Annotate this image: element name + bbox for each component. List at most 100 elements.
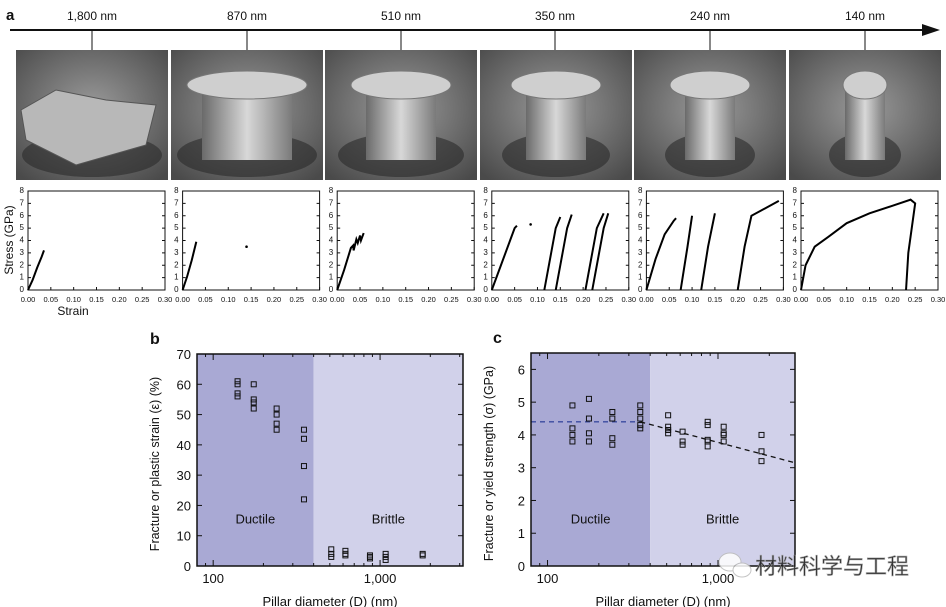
x-axis-label: Pillar diameter (D) (nm): [262, 594, 397, 607]
y-tick-label: 4: [518, 428, 525, 443]
y-tick-label: 7: [174, 198, 179, 207]
y-tick-label: 4: [793, 236, 798, 245]
data-point: [234, 378, 241, 385]
y-tick-label: 4: [638, 236, 643, 245]
plot-frame: [491, 190, 630, 291]
data-point: [328, 553, 335, 560]
x-tick-label: 0.10: [221, 295, 236, 304]
y-tick-label: 2: [483, 260, 488, 269]
pillar-body: [366, 90, 436, 160]
data-point: [250, 399, 257, 406]
stress-strain-curve: [584, 212, 605, 291]
x-tick-label: 0.05: [507, 295, 522, 304]
data-point: [720, 438, 727, 445]
diameter-label: 240 nm: [690, 9, 730, 23]
wechat-icon-bubble: [732, 562, 752, 578]
data-point: [234, 390, 241, 397]
stress-strain-plot-4: 0 1 2 3 4 5 6 7 8 0.00 0.05 0.10 0.15 0.20 0.25 0.30: [483, 186, 636, 304]
x-tick-label: 0.00: [794, 295, 809, 304]
data-point: [758, 448, 765, 455]
data-point: [665, 412, 672, 419]
stress-strain-plot-2: 0 1 2 3 4 5 6 7 8 0.00 0.05 0.10 0.15 0.20 0.25 0.30: [174, 186, 327, 304]
x-tick-label: 0.05: [353, 295, 368, 304]
y-tick-label: 5: [483, 223, 488, 232]
x-tick-label: 0.00: [330, 295, 345, 304]
x-tick-label: 1,000: [364, 571, 397, 586]
x-tick-label: 0.30: [776, 295, 791, 304]
y-tick-label: 4: [329, 236, 334, 245]
x-tick-label: 0.10: [685, 295, 700, 304]
data-point: [300, 496, 307, 503]
data-point: [342, 547, 349, 554]
plot-frame: [645, 190, 784, 291]
pillar-top: [510, 70, 602, 100]
stress-strain-curve: [543, 216, 562, 291]
x-tick-label: 0.20: [730, 295, 745, 304]
y-tick-label: 3: [793, 248, 798, 257]
y-axis-label: Fracture or plastic strain (ε) (%): [148, 377, 162, 551]
y-tick-label: 0: [793, 285, 798, 294]
y-tick-label: 8: [20, 186, 25, 195]
y-tick-label: 1: [483, 273, 488, 282]
x-tick-label: 0.20: [112, 295, 127, 304]
y-tick-label: 0: [518, 559, 525, 574]
x-tick-label: 100: [537, 571, 559, 586]
diameter-label: 140 nm: [845, 9, 885, 23]
y-tick-label: 3: [638, 248, 643, 257]
data-point: [273, 405, 280, 412]
sem-image-3: [325, 50, 477, 180]
x-tick-label: 0.25: [908, 295, 923, 304]
data-point: [366, 552, 373, 559]
y-tick-label: 5: [518, 395, 525, 410]
y-tick-label: 8: [174, 186, 179, 195]
arrow-head-icon: [922, 24, 940, 36]
y-tick-label: 4: [174, 236, 179, 245]
watermark-text: 材料科学与工程: [755, 554, 909, 579]
data-point: [704, 436, 711, 443]
ductile-label: Ductile: [571, 511, 611, 526]
data-point: [704, 418, 711, 425]
panel-label: c: [493, 330, 502, 347]
x-tick-label: 0.00: [484, 295, 499, 304]
pillar-body: [202, 90, 292, 160]
x-tick-label: 0.15: [708, 295, 723, 304]
y-tick-label: 6: [483, 211, 488, 220]
sem-image-1: [16, 50, 168, 180]
y-tick-label: 1: [174, 273, 179, 282]
data-point: [569, 438, 576, 445]
y-tick-label: 60: [177, 377, 191, 392]
x-tick-label: 0.30: [312, 295, 327, 304]
x-tick-label: 0.15: [244, 295, 259, 304]
y-tick-label: 4: [20, 236, 25, 245]
y-tick-label: 10: [177, 529, 191, 544]
x-tick-label: 0.20: [267, 295, 282, 304]
y-tick-label: 7: [793, 198, 798, 207]
strain-axis-label: Strain: [57, 304, 88, 318]
y-tick-label: 6: [174, 211, 179, 220]
stress-strain-plot-6: 0 1 2 3 4 5 6 7 8 0.00 0.05 0.10 0.15 0.20 0.25 0.30: [793, 186, 946, 304]
x-tick-label: 0.30: [467, 295, 482, 304]
y-tick-label: 40: [177, 438, 191, 453]
diameter-label: 350 nm: [535, 9, 575, 23]
plot-frame: [530, 352, 796, 567]
y-tick-label: 8: [793, 186, 798, 195]
y-tick-label: 0: [638, 285, 643, 294]
plot-frame: [27, 190, 166, 291]
ductile-label: Ductile: [235, 512, 275, 527]
y-axis-label: Fracture or yield strength (σ) (GPa): [482, 366, 496, 561]
diameter-label: 510 nm: [381, 9, 421, 23]
stress-strain-plot-1: 0 1 2 3 4 5 6 7 8 0.00 0.05 0.10 0.15 0.20 0.25 0.30: [20, 186, 173, 304]
stress-strain-curve: [800, 198, 917, 291]
y-tick-label: 2: [174, 260, 179, 269]
y-tick-label: 5: [174, 223, 179, 232]
x-tick-label: 0.15: [553, 295, 568, 304]
stress-strain-curve: [679, 215, 694, 291]
y-tick-label: 1: [638, 273, 643, 282]
x-tick-label: 0.10: [530, 295, 545, 304]
brittle-region: [313, 354, 463, 566]
x-tick-label: 0.00: [21, 295, 36, 304]
x-tick-label: 0.00: [175, 295, 190, 304]
data-point: [637, 425, 644, 432]
y-tick-label: 2: [329, 260, 334, 269]
data-point: [585, 415, 592, 422]
